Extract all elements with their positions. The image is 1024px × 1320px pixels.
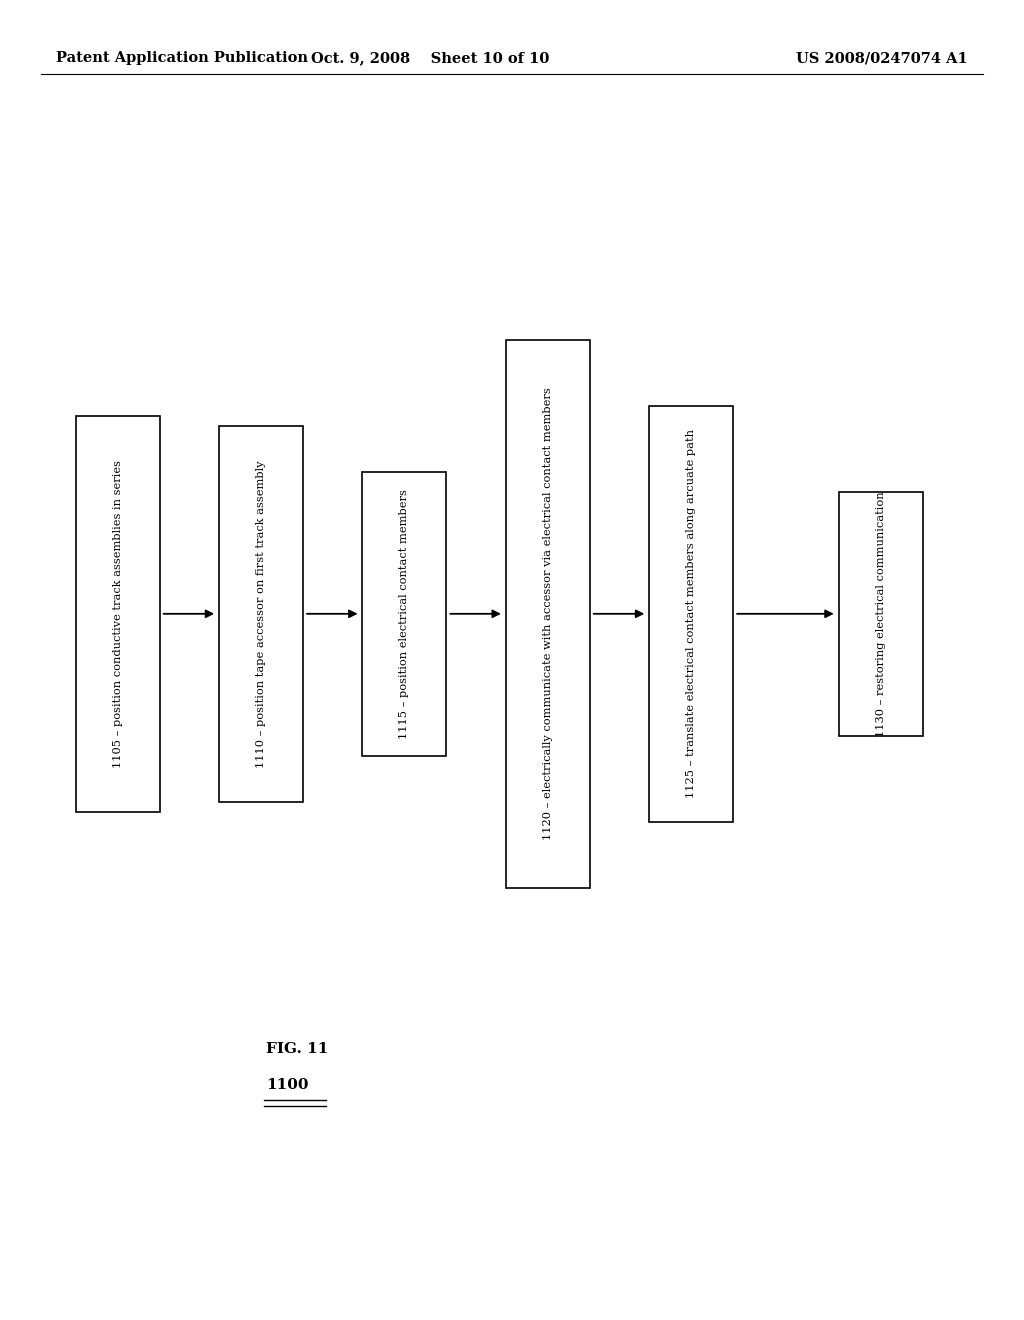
Bar xyxy=(219,425,303,801)
Text: 1130 – restoring electrical communication: 1130 – restoring electrical communicatio… xyxy=(876,491,886,737)
Text: 1115 – position electrical contact members: 1115 – position electrical contact membe… xyxy=(399,488,410,739)
Bar xyxy=(839,492,923,737)
Bar xyxy=(649,405,733,821)
Text: US 2008/0247074 A1: US 2008/0247074 A1 xyxy=(796,51,968,65)
Text: 1100: 1100 xyxy=(266,1078,309,1092)
Text: Patent Application Publication: Patent Application Publication xyxy=(56,51,308,65)
Bar xyxy=(362,471,446,755)
Text: FIG. 11: FIG. 11 xyxy=(266,1043,329,1056)
Text: 1125 – translate electrical contact members along arcuate path: 1125 – translate electrical contact memb… xyxy=(686,429,696,799)
Bar xyxy=(76,416,160,812)
Text: Oct. 9, 2008    Sheet 10 of 10: Oct. 9, 2008 Sheet 10 of 10 xyxy=(311,51,549,65)
Bar xyxy=(506,341,590,887)
Text: 1105 – position conductive track assemblies in series: 1105 – position conductive track assembl… xyxy=(113,459,123,768)
Text: 1110 – position tape accessor on first track assembly: 1110 – position tape accessor on first t… xyxy=(256,461,266,767)
Text: 1120 – electrically communicate with accessor via electrical contact members: 1120 – electrically communicate with acc… xyxy=(543,388,553,840)
